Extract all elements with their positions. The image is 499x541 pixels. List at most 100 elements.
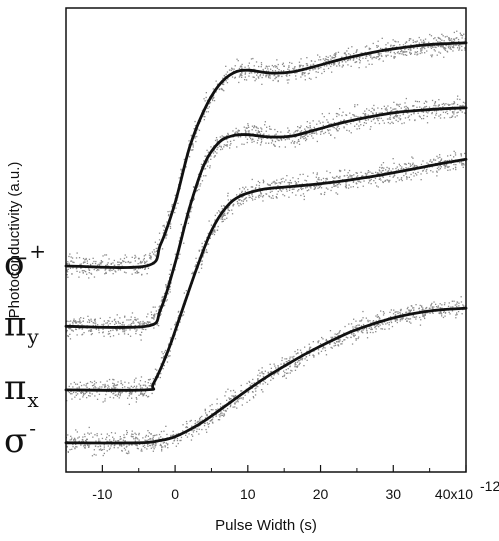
scatter-point bbox=[148, 439, 150, 441]
scatter-point bbox=[209, 167, 211, 169]
scatter-point bbox=[317, 178, 319, 180]
scatter-point bbox=[257, 379, 259, 381]
scatter-point bbox=[410, 179, 412, 181]
scatter-point bbox=[350, 186, 352, 188]
scatter-point bbox=[292, 67, 294, 70]
scatter-point bbox=[164, 226, 166, 228]
scatter-point bbox=[426, 101, 428, 103]
scatter-point bbox=[457, 95, 459, 97]
scatter-point bbox=[234, 132, 236, 134]
scatter-point bbox=[337, 335, 339, 337]
scatter-point bbox=[280, 190, 283, 192]
scatter-point bbox=[433, 306, 435, 308]
scatter-point bbox=[114, 387, 116, 389]
scatter-point bbox=[204, 422, 206, 424]
scatter-point bbox=[233, 397, 235, 399]
scatter-point bbox=[272, 79, 274, 82]
scatter-point bbox=[399, 165, 401, 167]
scatter-point bbox=[320, 131, 322, 133]
scatter-point bbox=[107, 320, 109, 322]
scatter-point bbox=[152, 446, 154, 448]
scatter-point bbox=[367, 321, 369, 323]
scatter-point bbox=[180, 436, 183, 439]
scatter-point bbox=[148, 385, 150, 387]
scatter-point bbox=[368, 182, 370, 184]
scatter-point bbox=[338, 332, 340, 334]
scatter-point bbox=[249, 381, 251, 383]
scatter-point bbox=[349, 174, 351, 176]
scatter-point bbox=[386, 51, 388, 53]
scatter-point bbox=[185, 290, 187, 292]
scatter-point bbox=[144, 267, 146, 269]
scatter-point bbox=[252, 199, 254, 201]
scatter-point bbox=[286, 79, 288, 81]
scatter-point bbox=[101, 437, 104, 440]
scatter-point bbox=[293, 188, 295, 190]
scatter-point bbox=[223, 205, 225, 207]
scatter-point bbox=[328, 132, 330, 134]
scatter-point bbox=[95, 387, 97, 389]
scatter-point bbox=[295, 182, 297, 184]
scatter-point bbox=[287, 360, 290, 362]
scatter-point bbox=[346, 174, 348, 177]
scatter-points-layer bbox=[65, 30, 467, 457]
scatter-point bbox=[75, 257, 78, 259]
scatter-point bbox=[322, 121, 324, 123]
scatter-point bbox=[456, 30, 458, 32]
scatter-point bbox=[112, 382, 114, 384]
scatter-point bbox=[300, 186, 302, 188]
scatter-point bbox=[158, 437, 160, 439]
scatter-point bbox=[214, 229, 216, 231]
scatter-point bbox=[106, 322, 109, 324]
scatter-point bbox=[118, 264, 120, 266]
scatter-point bbox=[377, 173, 380, 175]
scatter-point bbox=[350, 336, 352, 339]
scatter-point bbox=[161, 448, 163, 450]
scatter-point bbox=[383, 122, 385, 124]
scatter-point bbox=[452, 46, 454, 48]
scatter-point bbox=[288, 130, 290, 132]
scatter-point bbox=[244, 129, 246, 131]
scatter-point bbox=[123, 271, 126, 273]
scatter-point bbox=[193, 429, 195, 431]
scatter-point bbox=[438, 99, 440, 101]
scatter-point bbox=[362, 332, 364, 334]
scatter-point bbox=[245, 130, 247, 132]
scatter-point bbox=[74, 396, 76, 398]
scatter-point bbox=[141, 450, 143, 452]
scatter-point bbox=[160, 443, 162, 446]
scatter-point bbox=[330, 123, 332, 125]
series-label-2: πy bbox=[4, 304, 39, 348]
scatter-point bbox=[223, 90, 225, 92]
scatter-point bbox=[381, 170, 384, 172]
scatter-point bbox=[421, 118, 423, 120]
scatter-point bbox=[262, 179, 264, 181]
scatter-point bbox=[320, 59, 322, 61]
scatter-point bbox=[113, 392, 115, 394]
scatter-point bbox=[444, 165, 446, 168]
scatter-point bbox=[204, 410, 206, 412]
scatter-point bbox=[165, 425, 167, 427]
scatter-point bbox=[255, 126, 257, 128]
scatter-point bbox=[377, 56, 379, 58]
scatter-point bbox=[234, 403, 236, 405]
scatter-point bbox=[220, 218, 222, 220]
scatter-point bbox=[336, 341, 338, 343]
scatter-point bbox=[456, 313, 458, 316]
scatter-point bbox=[455, 168, 457, 171]
scatter-point bbox=[404, 102, 406, 104]
scatter-point bbox=[432, 46, 434, 48]
scatter-point bbox=[90, 330, 93, 332]
scatter-point bbox=[167, 282, 169, 284]
scatter-point bbox=[203, 98, 205, 100]
scatter-point bbox=[117, 381, 119, 383]
scatter-point bbox=[234, 77, 236, 79]
scatter-point bbox=[302, 65, 304, 67]
scatter-point bbox=[360, 52, 362, 54]
scatter-point bbox=[163, 355, 165, 357]
scatter-point bbox=[257, 133, 259, 135]
scatter-point bbox=[125, 446, 128, 448]
scatter-point bbox=[320, 179, 322, 181]
scatter-point bbox=[329, 172, 331, 174]
scatter-point bbox=[67, 335, 69, 337]
